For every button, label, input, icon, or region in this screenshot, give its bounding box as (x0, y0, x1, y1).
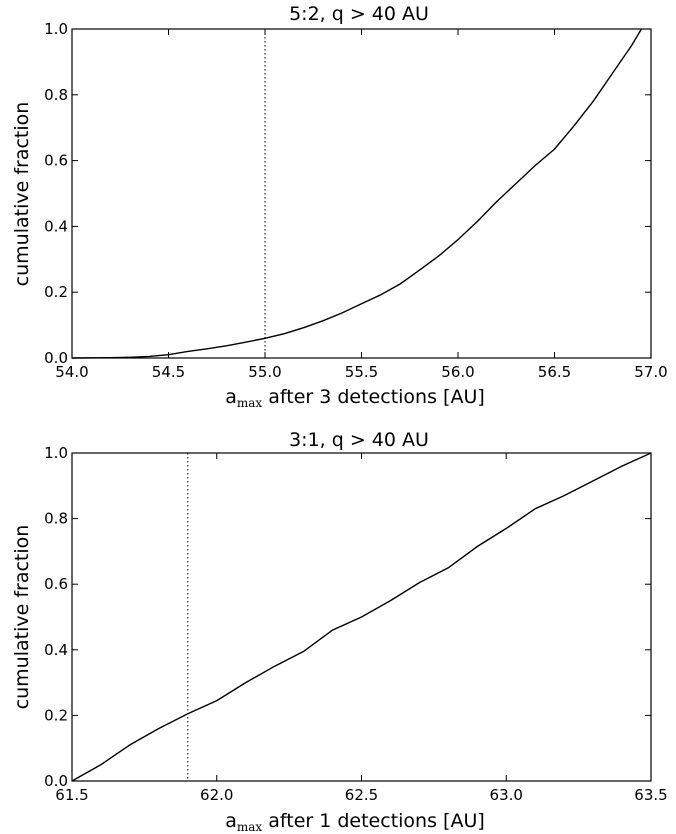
chart-title: 3:1, q > 40 AU (289, 429, 429, 451)
x-tick-label: 63.5 (634, 786, 667, 804)
x-tick-label: 62.0 (200, 786, 233, 804)
x-tick-label: 62.5 (345, 786, 378, 804)
y-tick-label: 0.4 (44, 217, 68, 235)
y-axis-label: cumulative fraction (11, 525, 33, 710)
series-line-0 (71, 28, 643, 359)
series-line-0 (71, 452, 652, 782)
x-tick-label: 57.0 (634, 363, 667, 381)
y-tick-label: 0.0 (44, 772, 68, 790)
y-tick-label: 0.6 (44, 575, 68, 593)
chart-title: 5:2, q > 40 AU (289, 3, 429, 25)
x-axis-label-rest: after 3 detections [AU] (262, 386, 485, 408)
x-tick-label: 55.0 (248, 363, 281, 381)
chart-5-2: 5:2, q > 40 AU cumulative fraction amax … (11, 3, 668, 410)
y-tick-label: 0.6 (44, 152, 68, 170)
y-axis-label: cumulative fraction (11, 102, 33, 287)
x-tick-label: 55.5 (345, 363, 378, 381)
y-tick-label: 0.8 (44, 510, 68, 528)
x-axis-label-main: a (225, 810, 237, 832)
x-tick-label: 61.5 (55, 786, 88, 804)
y-tick-label: 0.8 (44, 86, 68, 104)
x-axis-label-sub: max (237, 396, 263, 410)
plot-frame (71, 28, 652, 359)
y-tick-label: 0.0 (44, 349, 68, 367)
x-tick-label: 56.0 (441, 363, 474, 381)
y-tick-label: 1.0 (44, 20, 68, 38)
x-tick-label: 54.0 (55, 363, 88, 381)
x-axis-label-rest: after 1 detections [AU] (262, 810, 485, 832)
chart-3-1: 3:1, q > 40 AU cumulative fraction amax … (11, 429, 668, 834)
x-tick-label: 63.0 (490, 786, 523, 804)
x-axis-label-main: a (225, 386, 237, 408)
x-axis-label-sub: max (237, 820, 263, 834)
x-axis-label: amax after 1 detections [AU] (225, 810, 485, 834)
x-axis-label: amax after 3 detections [AU] (225, 386, 485, 410)
y-tick-label: 1.0 (44, 444, 68, 462)
x-tick-label: 56.5 (538, 363, 571, 381)
y-tick-label: 0.4 (44, 641, 68, 659)
y-tick-label: 0.2 (44, 706, 68, 724)
x-tick-label: 54.5 (152, 363, 185, 381)
y-tick-label: 0.2 (44, 283, 68, 301)
